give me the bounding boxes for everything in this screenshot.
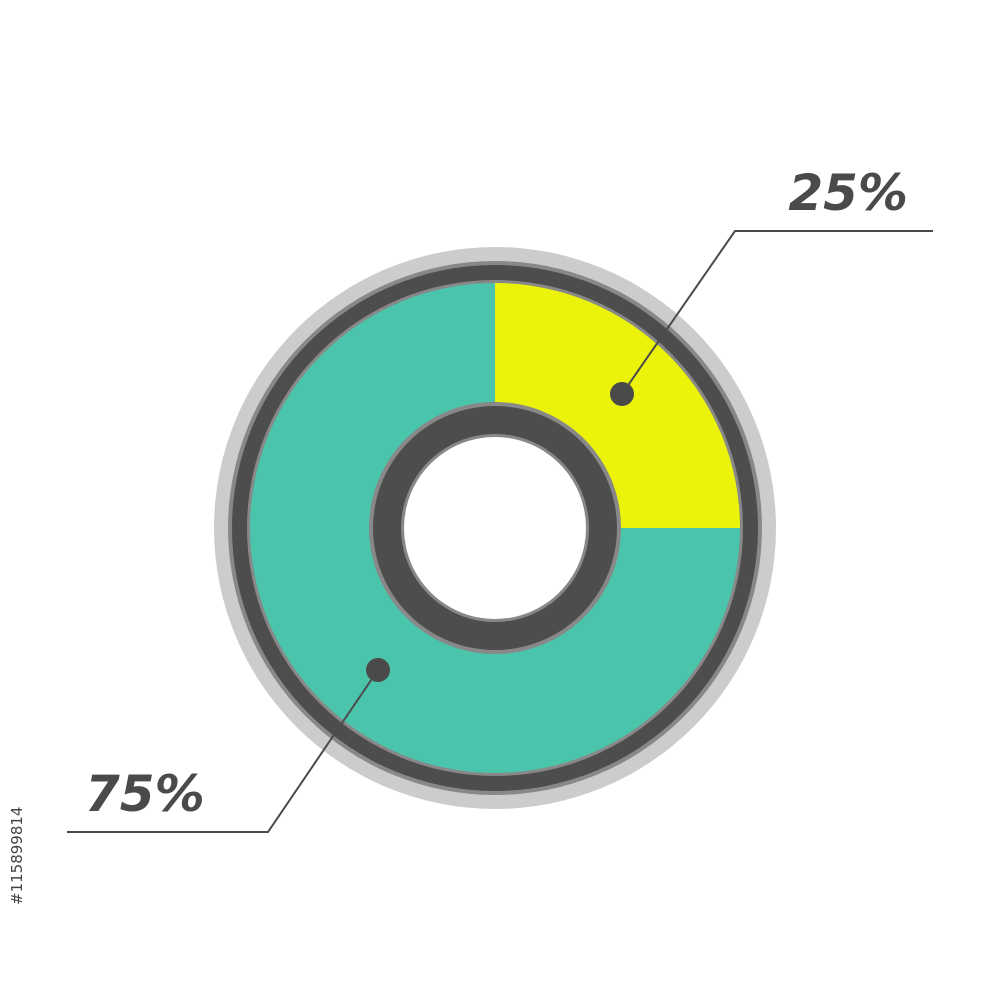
stock-id: #115899814 (8, 806, 26, 905)
leader-dot-75 (366, 658, 390, 682)
leader-dot-25 (610, 382, 634, 406)
slice-label-75: 75% (85, 765, 205, 823)
leader-line-25 (621, 230, 933, 395)
leader-line-75 (67, 669, 379, 833)
slice-label-25: 25% (788, 164, 908, 222)
hole (404, 437, 586, 619)
